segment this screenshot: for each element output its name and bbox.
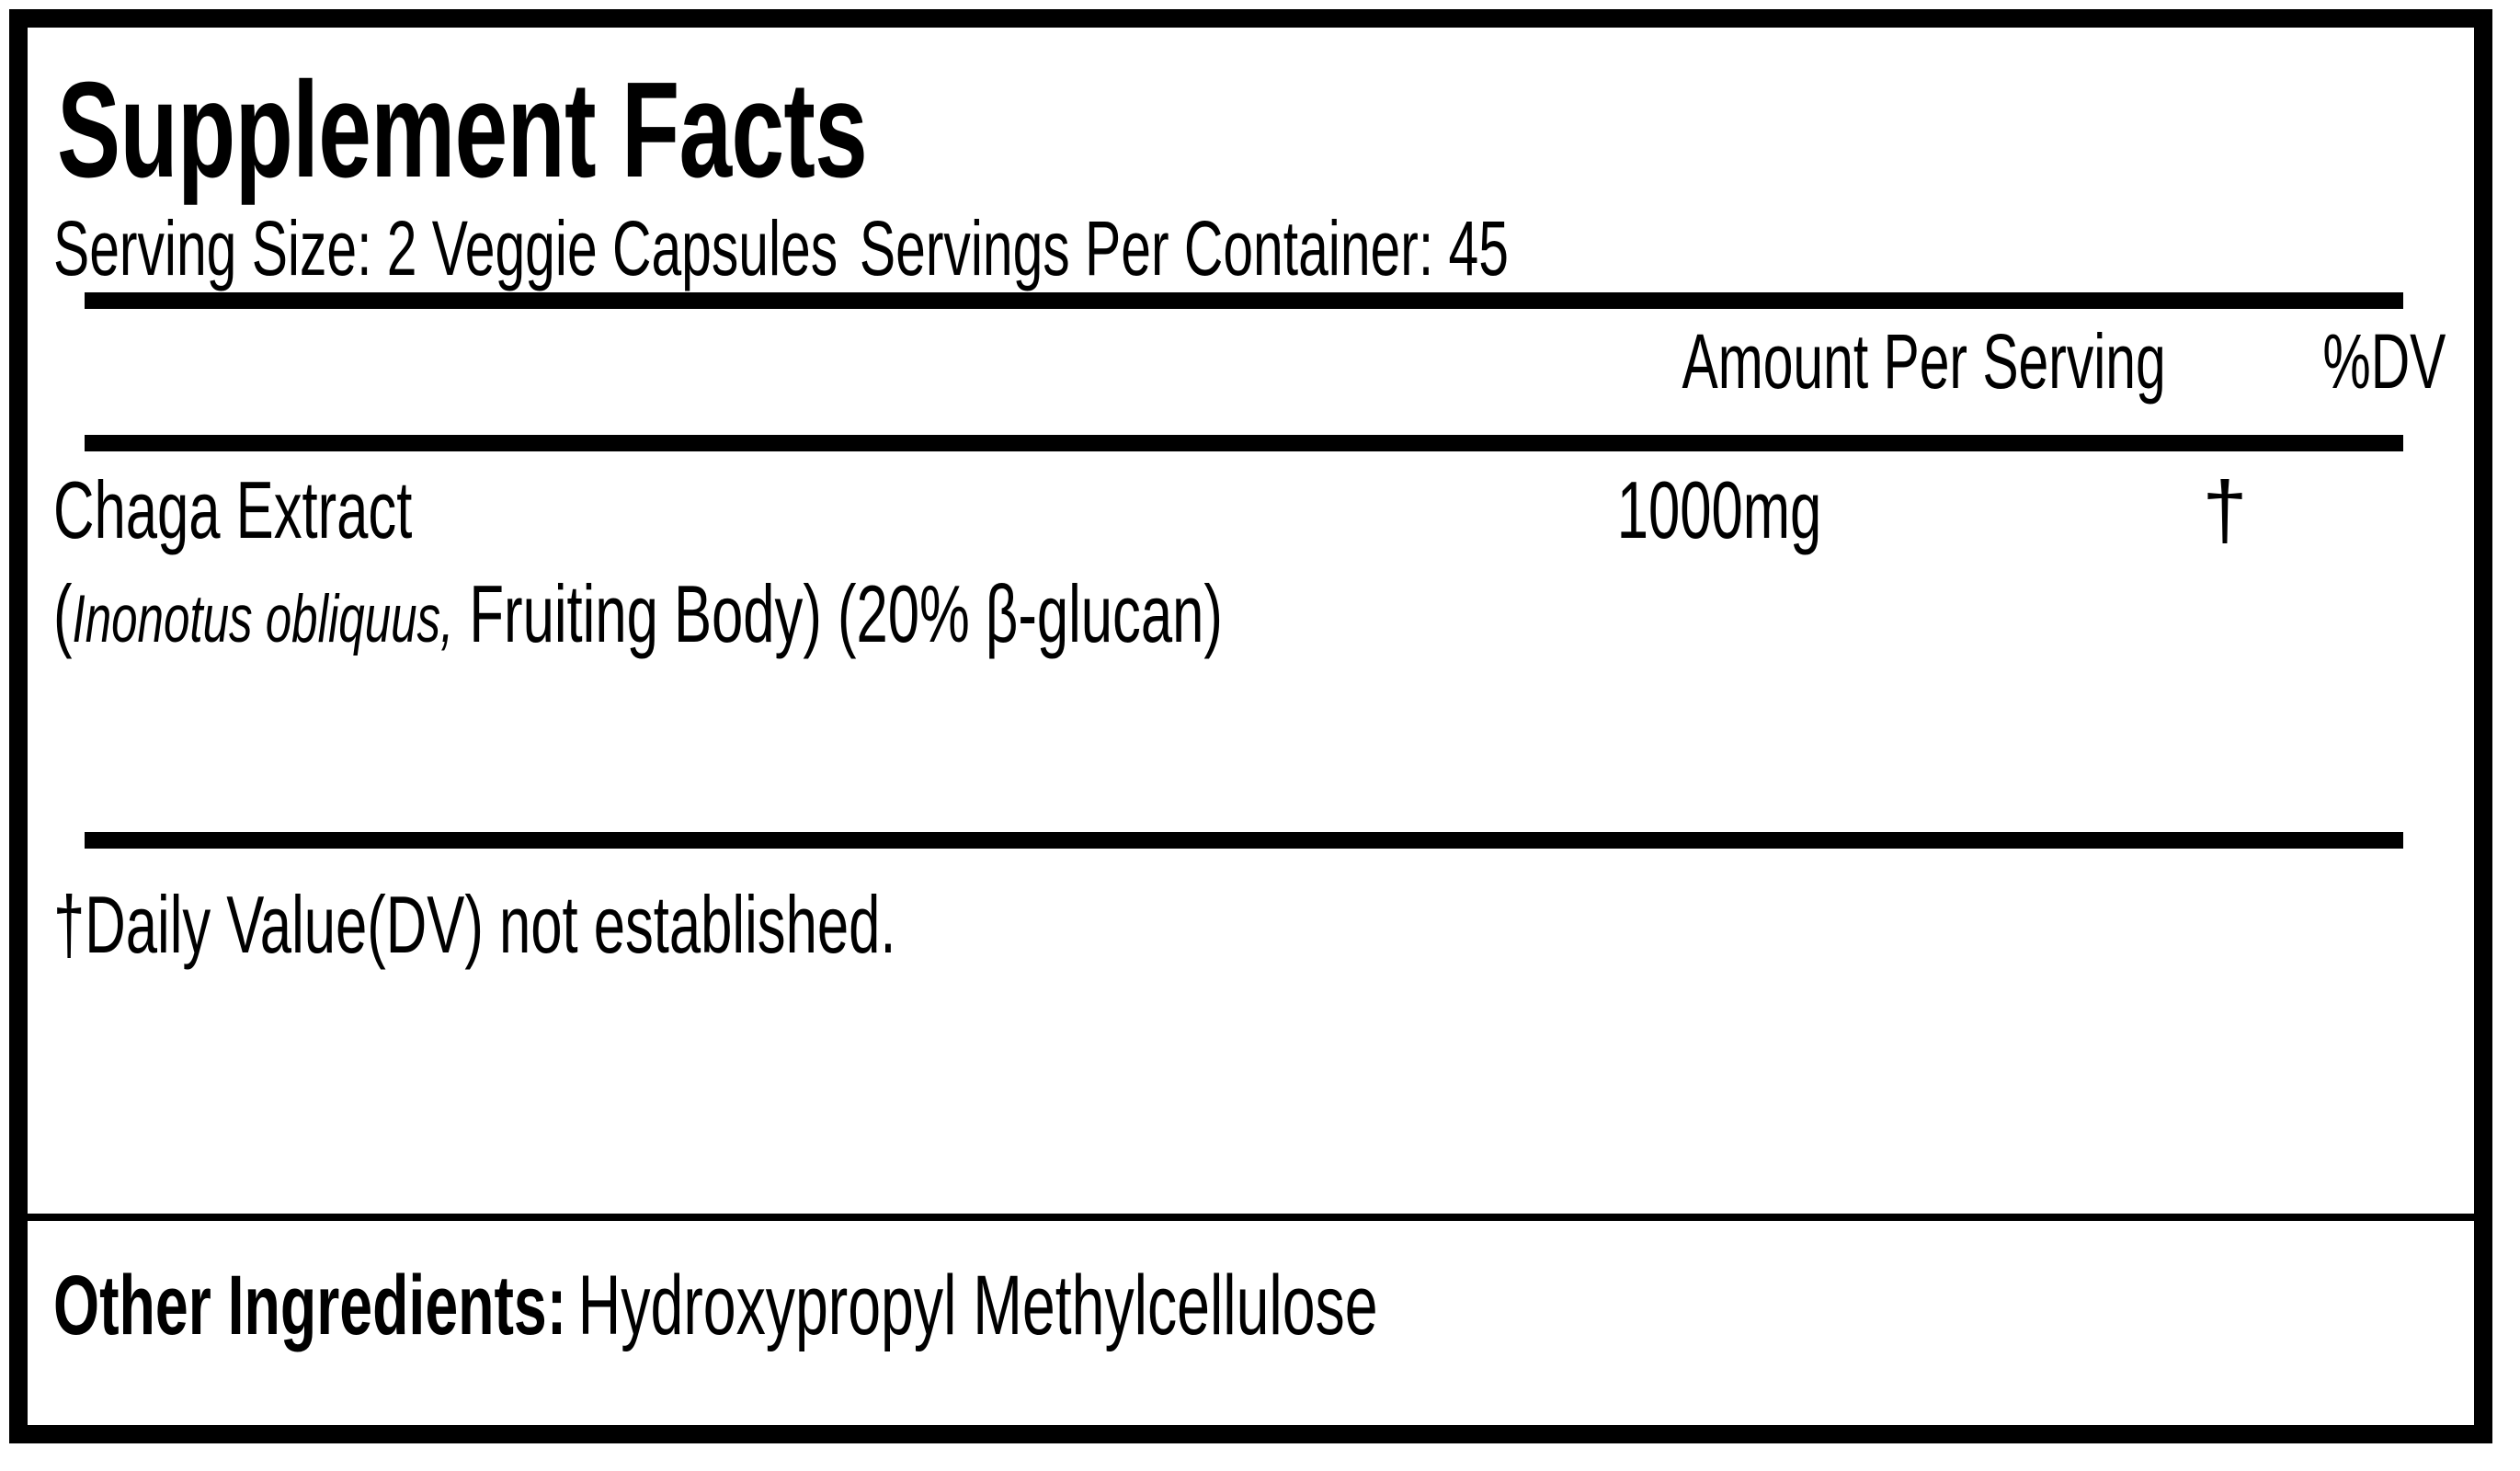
column-header-percent-dv: %DV bbox=[2322, 318, 2446, 405]
table-row: Chaga Extract 1000mg † bbox=[28, 460, 2455, 570]
source-open-paren: ( bbox=[53, 568, 73, 659]
nutrient-dv-dagger: † bbox=[2202, 464, 2248, 555]
page-title: Supplement Facts bbox=[57, 54, 868, 206]
daily-value-footnote: †Daily Value(DV) not established. bbox=[53, 879, 896, 970]
table-header-row: Amount Per Serving %DV bbox=[28, 307, 2455, 427]
other-ingredients-value: Hydroxypropyl Methylcellulose bbox=[577, 1259, 1378, 1352]
botanical-binomial: Inonotus obliquus, bbox=[72, 582, 454, 656]
other-ingredients-line: Other Ingredients: Hydroxypropyl Methylce… bbox=[53, 1252, 1739, 1359]
source-detail: Fruiting Body) (20% β-glucan) bbox=[453, 568, 1223, 659]
other-ingredients-section: Other Ingredients: Hydroxypropyl Methylce… bbox=[28, 1221, 2474, 1425]
serving-size-text: Serving Size: 2 Veggie Capsules bbox=[53, 205, 838, 291]
rule-above-footnote bbox=[85, 832, 2403, 849]
servings-per-container-text: Servings Per Container: 45 bbox=[859, 205, 1509, 291]
column-header-amount-per-serving: Amount Per Serving bbox=[1682, 318, 2166, 405]
label-body: Supplement Facts Serving Size: 2 Veggie … bbox=[9, 28, 2492, 1425]
nutrient-amount: 1000mg bbox=[1616, 464, 1822, 555]
serving-info-line: Serving Size: 2 Veggie Capsules Servings … bbox=[53, 206, 1720, 291]
rule-under-serving bbox=[85, 292, 2403, 309]
facts-section: Supplement Facts Serving Size: 2 Veggie … bbox=[28, 28, 2474, 1214]
section-divider bbox=[9, 1214, 2492, 1221]
nutrient-source-line: (Inonotus obliquus, Fruiting Body) (20% … bbox=[53, 563, 1727, 673]
supplement-facts-label: Supplement Facts Serving Size: 2 Veggie … bbox=[9, 9, 2492, 1443]
other-ingredients-label: Other Ingredients: bbox=[53, 1259, 567, 1352]
rule-under-column-headers bbox=[85, 435, 2403, 451]
nutrient-name: Chaga Extract bbox=[53, 464, 413, 555]
